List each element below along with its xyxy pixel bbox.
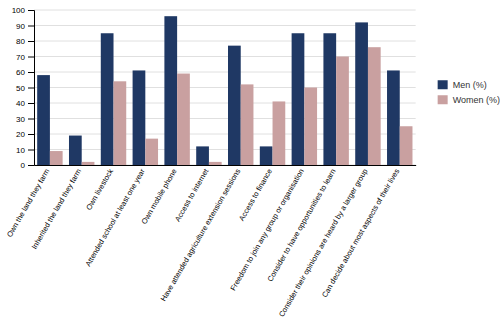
x-tick-label: Consider to have opportunities to learn [265, 167, 337, 283]
y-tick-mark [28, 26, 34, 27]
x-tick: Own livestock [84, 167, 115, 212]
bar [323, 33, 336, 165]
legend-label: Women (%) [453, 95, 500, 105]
bar [336, 57, 349, 166]
grid [34, 10, 416, 165]
legend: Men (%) Women (%) [438, 80, 500, 105]
x-tick: Access to internet [173, 166, 211, 223]
y-tick-mark [28, 10, 34, 11]
bar [241, 84, 254, 165]
bar [209, 162, 222, 165]
bars [37, 16, 412, 165]
y-tick: 70 [16, 53, 34, 62]
x-tick: Inherited the land they farm [30, 167, 83, 251]
y-tick: 20 [16, 130, 34, 139]
bar [177, 74, 190, 165]
bar [50, 151, 63, 165]
x-axis-line [35, 165, 417, 166]
bar [292, 33, 305, 165]
y-tick: 100 [12, 6, 34, 15]
y-tick-mark [28, 103, 34, 104]
y-tick: 90 [16, 22, 34, 31]
y-tick-label: 10 [16, 146, 25, 155]
y-tick-mark [28, 119, 34, 120]
y-tick-label: 50 [16, 84, 25, 93]
x-tick: Attended school at least one year [83, 167, 147, 268]
y-tick-mark [28, 72, 34, 73]
bar [82, 162, 95, 165]
y-tick-label: 20 [16, 130, 25, 139]
bar [228, 46, 241, 165]
bar [196, 146, 209, 165]
y-tick: 40 [16, 99, 34, 108]
y-tick: 0 [21, 161, 34, 170]
x-tick-label: Can decide about most aspects of their l… [320, 167, 402, 299]
x-tick-label: Attended school at least one year [83, 167, 147, 268]
y-tick-label: 100 [12, 6, 26, 15]
y-tick-mark [28, 134, 34, 135]
bar-series [50, 47, 413, 165]
x-tick: Have attended agriculture extension sess… [159, 167, 243, 303]
x-tick-label: Own livestock [84, 167, 115, 212]
y-tick-mark [28, 165, 34, 166]
bar [133, 70, 146, 165]
y-axis: 0 10 20 30 40 50 60 70 80 90 100 [12, 6, 35, 170]
bar [145, 139, 158, 165]
y-tick: 10 [16, 146, 34, 155]
legend-item: Men (%) [438, 80, 487, 90]
y-tick: 30 [16, 115, 34, 124]
y-tick-label: 70 [16, 53, 25, 62]
y-tick-label: 80 [16, 37, 25, 46]
bar [164, 16, 177, 165]
y-tick-mark [28, 41, 34, 42]
bar [37, 75, 50, 165]
legend-swatch [438, 80, 448, 89]
legend-item: Women (%) [438, 95, 500, 105]
x-tick: Access to finance [237, 167, 274, 222]
grid-line [34, 10, 416, 11]
bar [387, 70, 400, 165]
y-tick: 50 [16, 84, 34, 93]
y-tick-label: 40 [16, 99, 25, 108]
chart-container: 0 10 20 30 40 50 60 70 80 90 100 Own the land they … [0, 0, 500, 323]
y-tick-label: 30 [16, 115, 25, 124]
x-tick-label: Have attended agriculture extension sess… [159, 167, 243, 303]
y-tick-mark [28, 88, 34, 89]
bar [400, 126, 413, 165]
x-tick-label: Access to finance [237, 167, 274, 222]
y-tick: 80 [16, 37, 34, 46]
bar [304, 88, 317, 166]
y-tick-label: 60 [16, 68, 25, 77]
bar [355, 22, 368, 165]
x-tick-label: Inherited the land they farm [30, 167, 83, 251]
bar [273, 101, 286, 165]
legend-swatch [438, 95, 448, 104]
x-axis: Own the land they farmInherited the land… [5, 166, 416, 319]
bar [260, 146, 273, 165]
y-tick-mark [28, 150, 34, 151]
y-tick-label: 0 [21, 161, 26, 170]
x-tick-label: Access to internet [173, 166, 211, 223]
bar [101, 33, 114, 165]
legend-label: Men (%) [453, 80, 487, 90]
x-tick: Consider to have opportunities to learn [265, 167, 337, 283]
y-tick: 60 [16, 68, 34, 77]
bar [69, 136, 82, 165]
x-tick: Can decide about most aspects of their l… [320, 167, 402, 299]
bar [368, 47, 381, 165]
y-tick-label: 90 [16, 22, 25, 31]
chart-svg: 0 10 20 30 40 50 60 70 80 90 100 Own the land they … [0, 0, 500, 323]
bar-series [37, 16, 400, 165]
y-tick-mark [28, 57, 34, 58]
y-axis-line [28, 11, 35, 166]
bar [114, 81, 127, 165]
